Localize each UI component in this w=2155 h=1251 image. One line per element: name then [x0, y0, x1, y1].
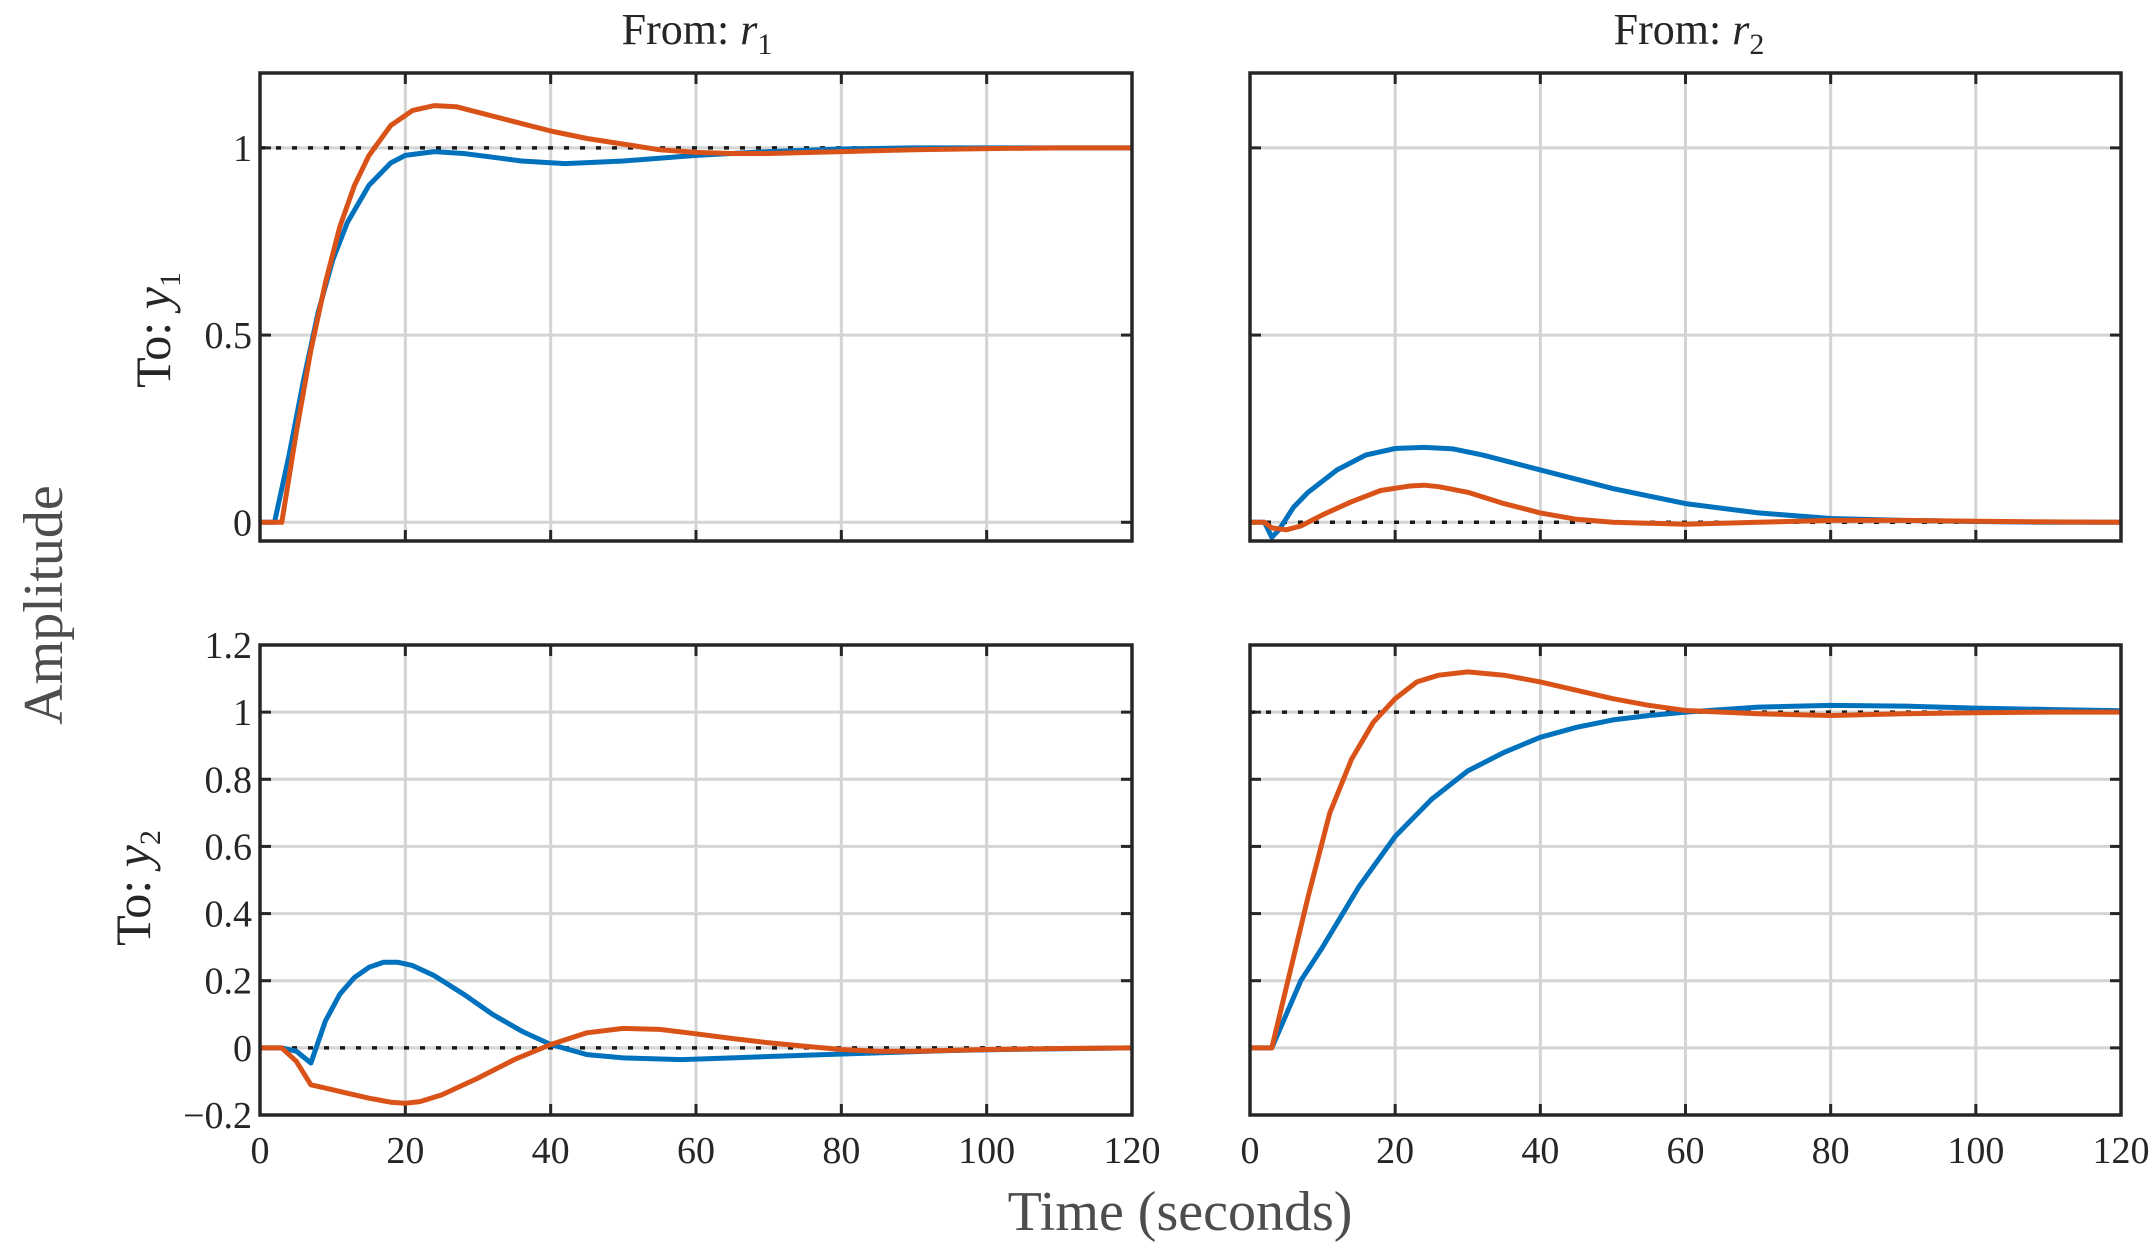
y-tick-label: 0.4: [205, 894, 253, 936]
x-tick-label: 0: [251, 1130, 270, 1172]
subplot-r1-to-y1: 00.51: [205, 71, 1134, 544]
subplot-r2-to-y1: [1248, 71, 2123, 543]
series-line-orange: [260, 103, 1132, 525]
x-tick-label: 20: [386, 1130, 424, 1172]
series-line-orange: [1250, 669, 2121, 1051]
x-tick-label: 80: [1812, 1130, 1850, 1172]
x-tick-label: 20: [1376, 1130, 1414, 1172]
axes-frame: [1248, 643, 2123, 1117]
axes-frame: [1248, 71, 2123, 543]
y-tick-label: 0.2: [205, 961, 253, 1003]
series-line-orange: [260, 1025, 1132, 1106]
x-tick-label: 40: [532, 1130, 570, 1172]
x-tick-label: 60: [677, 1130, 715, 1172]
x-tick-label: 40: [1521, 1130, 1559, 1172]
y-tick-label: 0.6: [205, 826, 253, 868]
series-line-orange: [1250, 482, 2121, 533]
x-tick-label: 80: [822, 1130, 860, 1172]
y-tick-label: 0: [233, 1028, 252, 1070]
series-line-blue: [260, 959, 1132, 1066]
x-axis-label: Time (seconds): [1008, 1181, 1353, 1243]
subplot-r2-to-y2: 0 20 40 60 80 100 120: [1241, 643, 2150, 1172]
x-tick-label: 0: [1241, 1130, 1260, 1172]
series-line-blue: [1250, 702, 2121, 1051]
y-tick-label: 1: [233, 692, 252, 734]
y-tick-label: 0.5: [205, 315, 253, 357]
x-tick-label: 100: [958, 1130, 1015, 1172]
grid: [1250, 645, 2121, 1115]
y-axis-label: Amplitude: [13, 485, 75, 725]
axes-frame: [258, 643, 1134, 1117]
y-tick-label: −0.2: [183, 1095, 252, 1137]
subplot-r1-to-y2: 0 20 40 60 80 100 120−0.200.20.40.60.811.2: [183, 625, 1160, 1172]
x-tick-label: 120: [2093, 1130, 2150, 1172]
column-title-r1: From: r1: [622, 5, 773, 61]
column-title-r2: From: r2: [1614, 5, 1765, 61]
axes-frame: [258, 71, 1134, 543]
y-tick-label: 0: [233, 502, 252, 544]
x-tick-label: 120: [1104, 1130, 1161, 1172]
x-tick-label: 60: [1667, 1130, 1705, 1172]
row-label-y2: To: y2: [105, 830, 167, 946]
row-label-y1: To: y1: [125, 272, 187, 388]
y-tick-label: 1: [233, 128, 252, 170]
y-tick-label: 1.2: [205, 625, 253, 667]
x-tick-label: 100: [1947, 1130, 2004, 1172]
y-tick-label: 0.8: [205, 759, 253, 801]
